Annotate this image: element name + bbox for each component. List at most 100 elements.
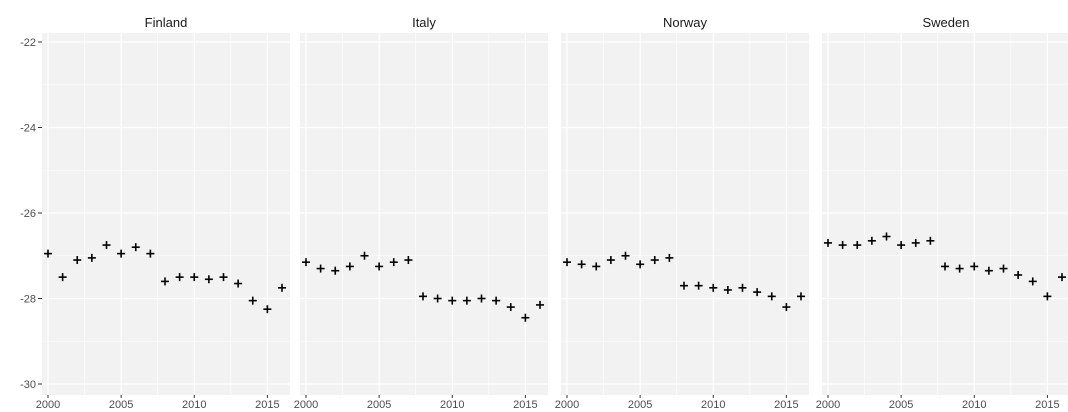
data-point	[955, 264, 964, 273]
data-point	[375, 262, 384, 271]
x-tick-label: 2005	[889, 399, 913, 411]
data-point	[278, 283, 286, 292]
y-tick-label: -28	[20, 294, 36, 306]
data-point	[190, 273, 199, 282]
x-tick-label: 2010	[962, 399, 986, 411]
data-point	[753, 288, 762, 297]
data-point	[824, 238, 832, 247]
data-point	[838, 241, 847, 250]
facet-strip-label: Finland	[145, 15, 188, 30]
data-point	[492, 296, 501, 305]
facet-panel-finland: Finland 2000 2005 2010 2015	[36, 10, 290, 411]
facet-strip-label: Norway	[663, 15, 708, 30]
x-tick-label: 2000	[555, 399, 579, 411]
data-point	[462, 296, 471, 305]
data-point	[146, 249, 155, 258]
data-point	[433, 294, 442, 303]
data-point	[577, 260, 586, 269]
data-point	[477, 294, 486, 303]
panel-background	[561, 33, 809, 395]
panel-background	[300, 33, 548, 395]
x-tick-label: 2010	[440, 399, 464, 411]
facet-panel-norway: Norway 2000 2005 2010 2015	[555, 10, 809, 411]
y-tick-label: -24	[20, 123, 36, 135]
facet-panel-sweden: Sweden 2000 2005 2010 2015	[816, 10, 1068, 411]
data-point	[882, 232, 891, 241]
x-tick-label: 2000	[36, 399, 60, 411]
facet-strip-label: Sweden	[923, 15, 970, 30]
x-tick-label: 2005	[367, 399, 391, 411]
data-point	[131, 243, 140, 252]
data-point	[404, 256, 413, 265]
panel-background	[42, 33, 290, 395]
data-point	[1028, 277, 1037, 286]
data-point	[44, 249, 52, 258]
y-tick-label: -30	[20, 379, 36, 391]
data-point	[448, 296, 457, 305]
data-point	[234, 279, 243, 288]
data-point	[694, 281, 703, 290]
data-point	[563, 258, 571, 267]
data-point	[1014, 270, 1023, 279]
data-point	[87, 253, 96, 262]
x-tick-label: 2015	[774, 399, 798, 411]
data-point	[331, 266, 340, 275]
data-point	[797, 292, 805, 301]
y-tick-label: -26	[20, 208, 36, 220]
data-point	[911, 238, 920, 247]
data-point	[263, 305, 272, 314]
data-point	[782, 303, 791, 312]
data-point	[248, 296, 257, 305]
x-tick-label: 2015	[513, 399, 537, 411]
data-point	[650, 256, 659, 265]
facet-strip	[561, 10, 809, 33]
data-point	[853, 241, 862, 250]
data-point	[73, 256, 82, 265]
data-point	[592, 262, 601, 271]
data-point	[709, 283, 718, 292]
data-point	[680, 281, 688, 290]
data-point	[117, 249, 126, 258]
facet-strip	[822, 10, 1068, 33]
data-point	[302, 258, 310, 267]
data-point	[665, 253, 674, 262]
data-point	[58, 273, 67, 282]
data-point	[767, 292, 776, 301]
x-tick-label: 2015	[255, 399, 279, 411]
data-point	[536, 300, 544, 309]
data-point	[506, 303, 515, 312]
data-point	[984, 266, 993, 275]
facet-strip	[300, 10, 548, 33]
data-point	[723, 285, 732, 294]
x-tick-label: 2000	[294, 399, 318, 411]
data-point	[867, 236, 876, 245]
data-point	[970, 262, 979, 271]
x-tick-label: 2015	[1035, 399, 1059, 411]
y-tick-label: -22	[20, 37, 36, 49]
panel-background	[822, 33, 1068, 395]
x-tick-label: 2000	[816, 399, 840, 411]
data-point	[521, 313, 530, 322]
data-point	[161, 277, 169, 286]
x-tick-label: 2005	[628, 399, 652, 411]
data-point	[606, 256, 615, 265]
facet-panel-italy: Italy 2000 2005 2010 2015	[294, 10, 548, 411]
facet-strip-label: Italy	[412, 15, 436, 30]
data-point	[941, 262, 949, 271]
data-point	[204, 275, 213, 284]
data-point	[1058, 273, 1066, 282]
data-point	[621, 251, 630, 260]
data-point	[897, 241, 906, 250]
x-tick-label: 2010	[701, 399, 725, 411]
x-tick-label: 2010	[182, 399, 206, 411]
data-point	[219, 273, 228, 282]
data-point	[360, 251, 369, 260]
data-point	[1043, 292, 1052, 301]
data-point	[419, 292, 427, 301]
facet-strip	[42, 10, 290, 33]
data-point	[345, 262, 354, 271]
data-point	[738, 283, 747, 292]
data-point	[175, 273, 184, 282]
data-point	[316, 264, 325, 273]
